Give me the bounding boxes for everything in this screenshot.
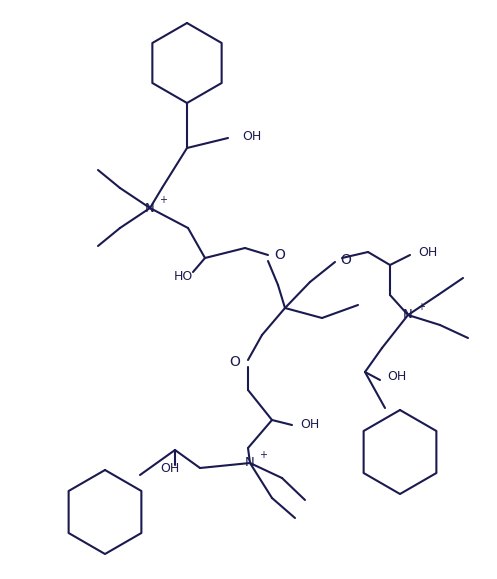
Text: +: + xyxy=(259,450,267,460)
Text: N: N xyxy=(245,456,255,470)
Text: O: O xyxy=(340,253,351,267)
Text: OH: OH xyxy=(161,461,179,475)
Text: OH: OH xyxy=(418,247,437,259)
Text: O: O xyxy=(229,355,240,369)
Text: HO: HO xyxy=(173,269,193,283)
Text: OH: OH xyxy=(300,419,319,431)
Text: OH: OH xyxy=(242,130,261,142)
Text: +: + xyxy=(159,195,167,205)
Text: N: N xyxy=(145,201,155,214)
Text: +: + xyxy=(417,302,425,312)
Text: OH: OH xyxy=(387,371,406,383)
Text: N: N xyxy=(403,309,413,321)
Text: O: O xyxy=(274,248,285,262)
